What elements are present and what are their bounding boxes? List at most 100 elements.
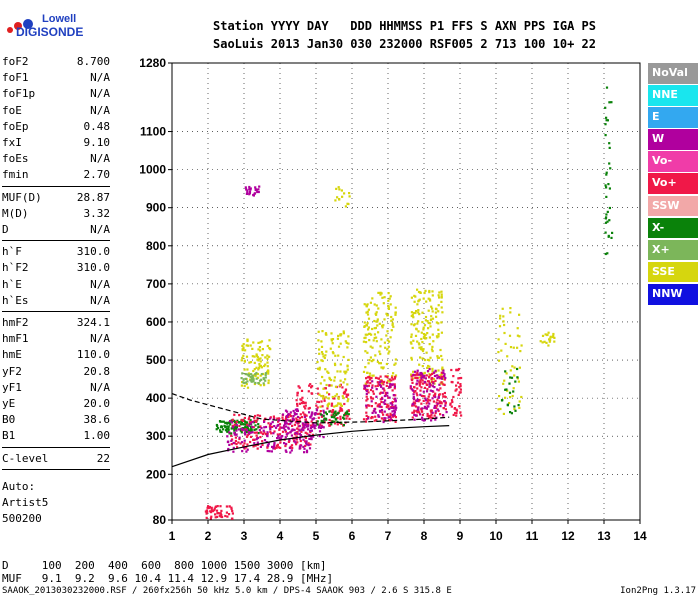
echo-point-vo- — [261, 440, 264, 443]
echo-point-w — [285, 422, 289, 425]
echo-point-vo- — [378, 403, 381, 406]
echo-point-w — [422, 419, 425, 422]
x-tick-label: 13 — [597, 529, 611, 543]
echo-point-sse — [366, 303, 369, 306]
echo-point-vo- — [249, 440, 252, 444]
echo-point-sse — [412, 311, 415, 315]
echo-point-sse — [377, 331, 380, 334]
echo-point-w — [298, 445, 301, 448]
echo-point-sse — [433, 382, 436, 385]
echo-point-w — [321, 425, 324, 428]
echo-point-sse — [257, 348, 260, 351]
echo-point-w — [309, 429, 312, 432]
echo-point-w — [393, 385, 396, 388]
param-value: 20.0 — [83, 397, 111, 410]
echo-point-x- — [222, 428, 225, 431]
echo-point-w — [227, 440, 230, 443]
echo-point-x- — [249, 426, 253, 429]
x-tick-label: 5 — [313, 529, 320, 543]
echo-point-vo- — [260, 431, 263, 434]
echo-point-x- — [250, 377, 253, 381]
echo-point-sse — [436, 355, 439, 358]
echo-point-w — [304, 422, 307, 425]
echo-point-w — [232, 450, 235, 453]
echo-point-sse — [369, 301, 372, 304]
echo-point-sse — [266, 354, 269, 357]
echo-point-vo- — [420, 394, 423, 397]
echo-point-w — [383, 417, 386, 420]
echo-point-vo- — [239, 442, 242, 445]
echo-point-vo- — [438, 402, 441, 405]
echo-point-sse — [246, 338, 249, 341]
echo-point-w — [363, 387, 366, 390]
echo-point-vo- — [421, 382, 424, 385]
echo-point-vo- — [391, 389, 394, 392]
echo-point-w — [243, 439, 246, 442]
echo-point-sse — [552, 332, 555, 336]
echo-point-w — [388, 385, 392, 388]
echo-point-sse — [423, 324, 427, 327]
echo-point-sse — [335, 187, 338, 190]
y-tick-label: 1280 — [139, 56, 166, 70]
echo-point-sse — [364, 350, 367, 353]
echo-point-vo- — [267, 422, 270, 425]
echo-point-vo- — [459, 411, 462, 414]
echo-point-vo- — [310, 420, 313, 423]
echo-point-vo- — [234, 423, 237, 426]
echo-point-w — [280, 438, 283, 441]
echo-point-x- — [255, 428, 258, 431]
echo-point-sse — [428, 359, 431, 362]
echo-point-w — [431, 390, 434, 393]
echo-point-vo- — [303, 440, 307, 443]
echo-point-x- — [319, 413, 322, 416]
echo-point-x- — [243, 423, 246, 426]
echo-point-w — [444, 404, 447, 407]
echo-point-sse — [327, 397, 330, 400]
echo-point-vo- — [219, 505, 222, 508]
echo-point-sse — [318, 368, 321, 371]
echo-point-sse — [258, 357, 261, 360]
echo-point-w — [284, 409, 288, 412]
echo-point-sse — [502, 320, 505, 323]
echo-point-x- — [330, 423, 333, 426]
echo-point-vo- — [425, 402, 428, 405]
echo-point-sse — [368, 332, 371, 335]
echo-point-sse — [505, 372, 508, 375]
echo-point-sse — [367, 328, 370, 331]
header-label: DDD — [350, 19, 380, 33]
echo-point-sse — [435, 321, 438, 324]
echo-point-vo- — [434, 411, 437, 415]
echo-point-sse — [392, 325, 395, 328]
param-row: yF1 N/A — [2, 381, 110, 397]
echo-point-vo- — [290, 444, 294, 447]
echo-point-vo- — [291, 424, 294, 427]
echo-point-sse — [370, 360, 373, 363]
echo-point-x- — [255, 371, 258, 375]
echo-point-w — [310, 435, 313, 438]
echo-point-w — [386, 394, 389, 397]
echo-point-sse — [253, 361, 256, 364]
echo-point-w — [248, 193, 251, 196]
echo-point-sse — [389, 295, 392, 298]
echo-point-x- — [250, 380, 253, 383]
echo-point-vo- — [429, 399, 432, 402]
echo-point-w — [365, 404, 368, 407]
echo-point-x- — [334, 417, 337, 421]
echo-point-vo- — [342, 392, 345, 395]
echo-point-sse — [373, 336, 376, 340]
echo-point-vo- — [253, 419, 256, 422]
param-row: foEp 0.48 — [2, 120, 110, 136]
echo-point-vo- — [365, 395, 368, 398]
echo-point-w — [442, 369, 445, 372]
echo-point-x- — [604, 252, 607, 256]
echo-point-vo- — [455, 408, 458, 411]
echo-point-sse — [330, 332, 333, 335]
echo-point-sse — [366, 371, 369, 374]
echo-point-sse — [380, 338, 383, 341]
echo-point-sse — [373, 333, 376, 336]
echo-point-sse — [421, 311, 424, 314]
echo-point-w — [298, 424, 301, 428]
echo-point-w — [286, 413, 290, 416]
echo-point-sse — [497, 408, 500, 411]
echo-point-x- — [343, 414, 346, 417]
